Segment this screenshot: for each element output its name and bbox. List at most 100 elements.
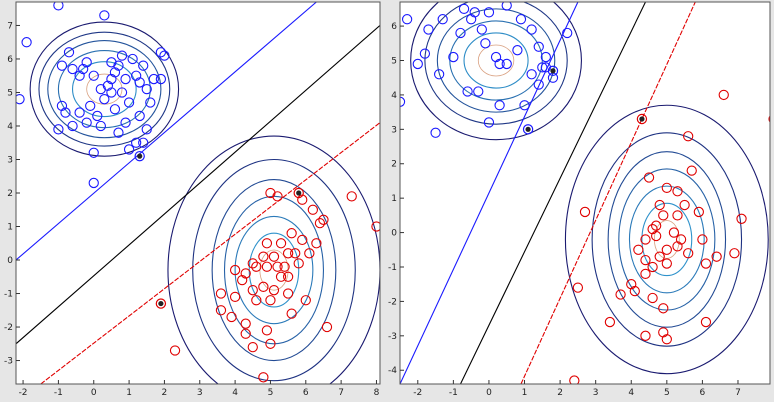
contour-1-5 [38,31,171,147]
y-tick-label: -3 [388,332,397,342]
y-tick-label: 7 [7,21,13,31]
red-point [700,258,712,269]
x-tick-label: 6 [700,388,706,398]
x-tick-label: -2 [413,388,422,398]
y-tick-label: 6 [391,22,397,32]
y-tick-label: 1 [391,194,397,204]
red-point [651,230,662,242]
red-support-vector-dot [639,116,645,122]
blue-point [106,87,117,98]
red-point [626,279,637,290]
contour-2-2 [641,202,693,277]
contour-2-4 [618,168,716,311]
blue-point [85,100,96,112]
x-tick-label: -1 [54,388,63,398]
black-boundary-line [459,2,646,384]
red-support-vector [155,298,167,309]
blue-point [400,96,406,107]
red-point [640,330,651,341]
x-tick-label: 3 [197,388,203,398]
blue-point [401,14,413,25]
blue-point [526,24,537,35]
red-point [261,238,273,249]
red-point [683,131,694,142]
y-tick-label: 5 [7,88,13,98]
blue-point [123,97,135,108]
blue-point [106,57,117,68]
blue-point [138,137,149,148]
blue-point [99,10,110,21]
red-point [643,172,655,183]
blue-support-vector-dot [137,153,143,159]
blue-point [145,97,156,108]
blue-point [533,41,544,52]
blue-point [56,60,68,71]
red-point [229,264,241,276]
red-point [258,281,269,292]
red-point [658,303,669,314]
blue-point [494,100,505,111]
red-point [279,261,290,272]
blue-point [148,73,159,85]
red-point [272,261,283,272]
blue-point [141,83,152,95]
red-point [304,248,315,259]
blue-point [480,38,491,49]
red-point [247,258,258,269]
blue-point [131,70,142,81]
red-point [736,213,747,224]
red-point [268,251,280,262]
red-point [661,182,672,193]
blue-point [483,7,495,18]
y-tick-label: 0 [391,229,397,239]
blue-point [113,60,124,71]
blue-point [56,100,68,112]
blue-point [21,37,32,48]
blue-point [458,3,470,15]
red-point [307,204,319,215]
red-point [661,258,672,269]
y-tick-label: 1 [7,223,13,233]
blue-point [99,94,110,105]
red-point [683,248,694,259]
x-tick-label: 1 [522,388,528,398]
red-point [282,248,294,259]
red-point [654,199,665,211]
y-tick-label: -4 [388,366,397,376]
x-tick-label: 4 [628,388,634,398]
plot-area [16,2,380,384]
contour-2-5 [607,151,727,328]
red-point [686,165,697,176]
red-point [629,285,640,297]
blue-point [88,147,99,158]
red-point [661,244,672,255]
red-point [282,288,294,299]
red-point [247,341,258,353]
blue-support-vector-dot [525,126,531,132]
x-tick-label: 4 [232,388,238,398]
red-point [729,248,740,259]
blue-point [109,67,121,78]
blue-point [155,47,167,58]
red-point [371,221,380,232]
red-point [240,328,251,339]
contour-2-6 [591,132,743,347]
blue-point [67,63,78,75]
red-point [679,199,690,211]
red-point [640,234,651,245]
blue-boundary-line [400,2,579,384]
x-tick-label: 6 [303,388,309,398]
red-point [240,318,251,329]
blue-point [123,144,135,155]
red-point [297,194,308,205]
blue-point [102,80,114,91]
red-point [572,282,584,293]
red-point [286,228,297,239]
red-point [647,261,658,273]
red-point [672,186,683,197]
y-tick-label: -2 [4,323,13,333]
red-point [258,251,269,262]
blue-point [159,50,170,61]
blue-point [515,14,527,25]
plot-area [400,2,770,384]
